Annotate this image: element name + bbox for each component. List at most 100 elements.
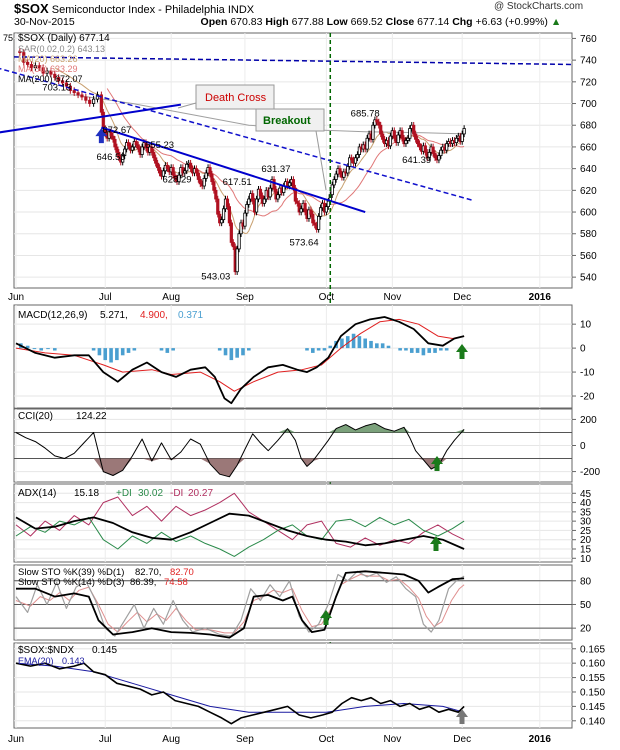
candle-body bbox=[177, 174, 181, 183]
candle-body bbox=[388, 135, 393, 147]
macd-hist-bar bbox=[132, 348, 137, 351]
ratio-legend-ema-value: 0.143 bbox=[62, 656, 85, 666]
candle-body bbox=[150, 146, 154, 153]
candle-body bbox=[274, 188, 278, 200]
ratio-axis-xtick-label: Dec bbox=[453, 734, 471, 745]
macd-hist-bar bbox=[427, 348, 432, 353]
candle-body bbox=[295, 200, 299, 204]
price-axis-xtick-label: 2016 bbox=[529, 292, 552, 303]
candle-body bbox=[88, 99, 92, 104]
macd-hist-bar bbox=[120, 348, 125, 356]
macd-hist-bar bbox=[46, 348, 50, 350]
candle-body bbox=[208, 167, 212, 175]
sto-legend-d1: 82.70 bbox=[170, 567, 194, 578]
candle-body bbox=[41, 67, 45, 74]
candle-body bbox=[64, 82, 69, 87]
cci-panel-ytick-label: 200 bbox=[580, 415, 597, 426]
macd-hist-bar bbox=[109, 348, 113, 363]
macd-hist-bar bbox=[357, 336, 362, 349]
macd-legend-label: MACD(12,26,9) bbox=[18, 310, 87, 321]
adx-panel-ytick-label: 25 bbox=[580, 526, 592, 537]
close-value: 677.14 bbox=[417, 16, 450, 28]
candle-body bbox=[76, 92, 80, 96]
close-label: Close bbox=[385, 16, 415, 28]
candle-body bbox=[80, 94, 84, 98]
candle-body bbox=[437, 155, 441, 161]
candle-body bbox=[299, 208, 303, 213]
ratio-legend-value: 0.145 bbox=[92, 645, 117, 656]
candle-body bbox=[404, 140, 408, 145]
pdi-legend-value: 30.02 bbox=[138, 488, 163, 499]
sto39-k-line bbox=[16, 570, 465, 639]
candle-body bbox=[84, 96, 88, 101]
macd-hist-bar bbox=[97, 348, 102, 356]
candle-body bbox=[161, 170, 166, 177]
macd-hist-bar bbox=[159, 348, 164, 351]
candle-body bbox=[92, 98, 96, 104]
candle-body bbox=[317, 215, 321, 230]
quote-date: 30-Nov-2015 bbox=[14, 16, 75, 28]
price-annotation: 631.37 bbox=[261, 164, 290, 175]
candle-body bbox=[371, 124, 375, 140]
candle-body bbox=[313, 222, 317, 226]
candle-body bbox=[357, 146, 361, 155]
candle-body bbox=[324, 206, 329, 213]
candle-body bbox=[309, 209, 313, 215]
candle-body bbox=[396, 134, 400, 143]
macd-hist-bar bbox=[409, 348, 414, 353]
candle-body bbox=[49, 70, 53, 75]
mdi-legend-label: -DI bbox=[170, 488, 183, 499]
candle-body bbox=[183, 170, 187, 174]
credit-label: @ StockCharts.com bbox=[494, 1, 584, 12]
candle-body bbox=[247, 198, 251, 205]
high-value: 677.88 bbox=[291, 16, 324, 28]
mdi-legend-value: 20.27 bbox=[188, 488, 213, 499]
left-axis-tick: 75 bbox=[3, 33, 13, 43]
candle-body bbox=[293, 187, 297, 202]
macd-hist-bar bbox=[363, 338, 367, 349]
ratio-panel-ytick-label: 0.160 bbox=[580, 659, 605, 670]
ratio-panel-ytick-label: 0.140 bbox=[580, 716, 605, 727]
price-panel-ytick-label: 680 bbox=[580, 121, 597, 132]
macd-panel-ytick-label: -20 bbox=[580, 392, 595, 403]
price-annotation: 543.03 bbox=[201, 271, 230, 282]
adx-arrow-icon bbox=[430, 536, 442, 551]
candle-body bbox=[53, 73, 57, 78]
price-annotation: 685.78 bbox=[351, 109, 380, 120]
macd-panel-ytick-label: 10 bbox=[580, 320, 592, 331]
macd-line bbox=[15, 316, 465, 405]
candle-body bbox=[185, 163, 189, 172]
macd-hist-bar bbox=[235, 348, 239, 358]
macd-hist-bar bbox=[305, 348, 309, 351]
low-value: 669.52 bbox=[350, 16, 383, 28]
candle-body bbox=[379, 124, 383, 135]
macd-hist-bar bbox=[229, 348, 234, 361]
candle-body bbox=[60, 80, 65, 84]
index-name: Semiconductor Index - Philadelphia INDX bbox=[51, 4, 255, 16]
sto-panel-ytick-label: 80 bbox=[580, 576, 592, 587]
price-annotation: 641.39 bbox=[402, 155, 431, 166]
candle-body bbox=[318, 207, 323, 217]
adx-legend-label: ADX(14) bbox=[18, 488, 56, 499]
candle-body bbox=[198, 179, 202, 185]
candle-body bbox=[227, 206, 231, 224]
adx-panel-ytick-label: 10 bbox=[580, 554, 592, 565]
candle-body bbox=[414, 133, 418, 140]
candle-body bbox=[303, 202, 307, 213]
price-axis-xtick-label: Aug bbox=[162, 292, 180, 303]
candle-body bbox=[225, 198, 230, 208]
candle-body bbox=[330, 184, 334, 196]
death-cross-box bbox=[195, 84, 275, 110]
macd-hist-bar bbox=[247, 348, 251, 351]
candle-body bbox=[439, 149, 443, 157]
candle-body bbox=[348, 157, 352, 167]
breakout-label: Breakout bbox=[263, 115, 311, 127]
ratio-axis-xtick-label: 2016 bbox=[529, 734, 552, 745]
price-panel-ytick-label: 580 bbox=[580, 229, 597, 240]
candle-body bbox=[460, 133, 464, 142]
ratio-arrow-icon bbox=[456, 709, 468, 724]
macd-hist-bar bbox=[217, 348, 222, 351]
ratio-axis-xtick-label: Sep bbox=[236, 734, 254, 745]
